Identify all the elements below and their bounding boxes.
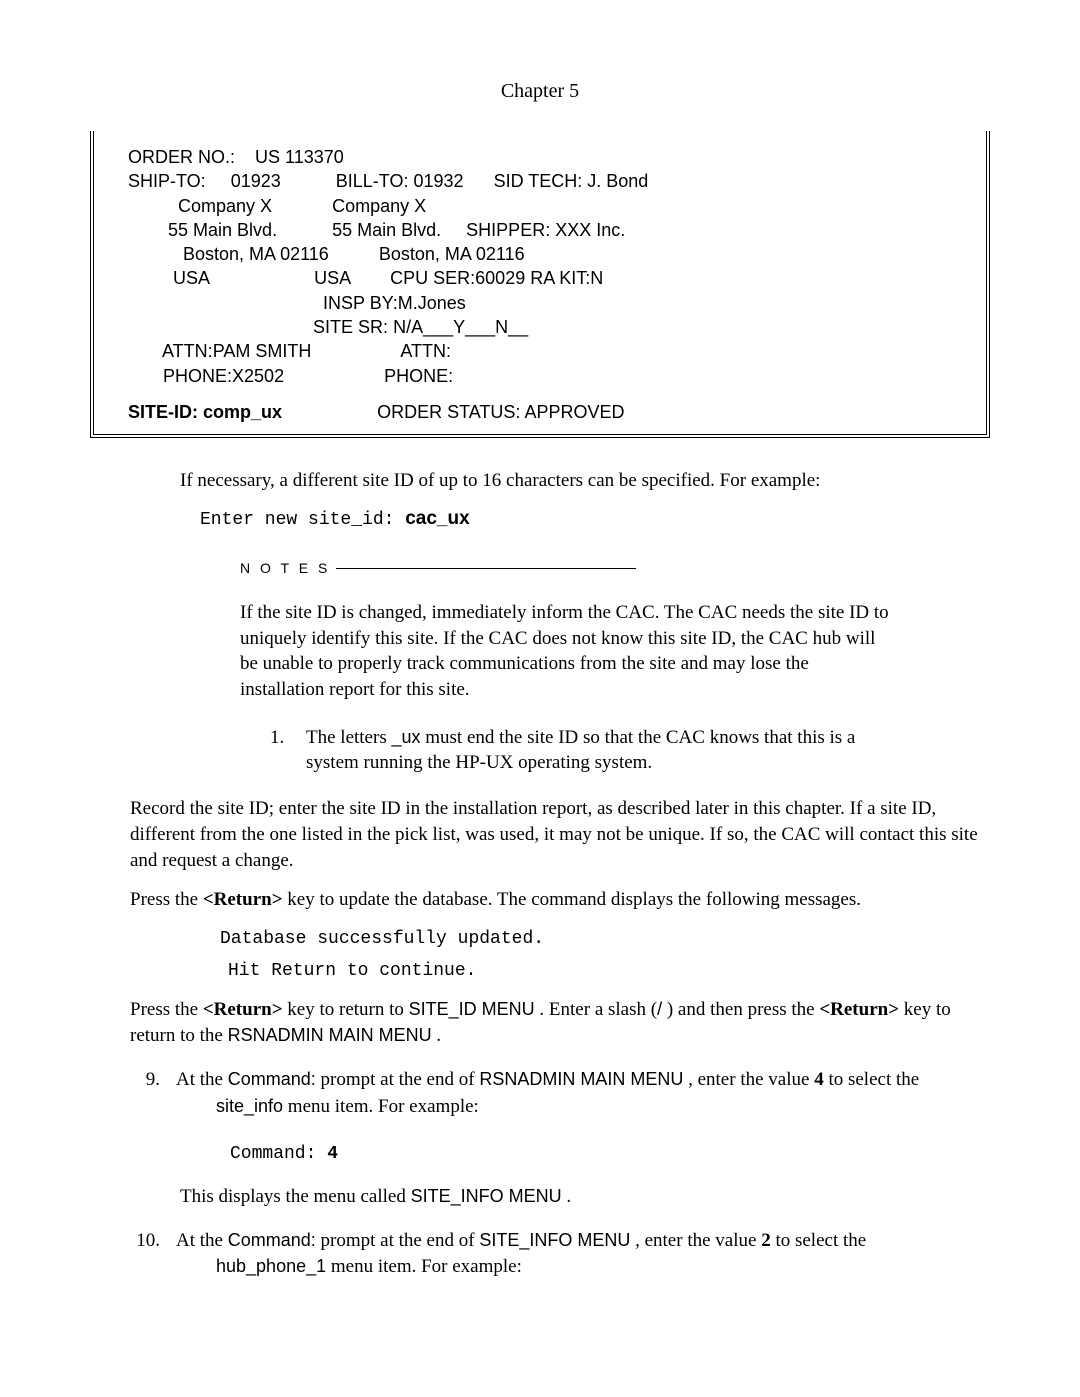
- ship-addr1: 55 Main Blvd.: [168, 220, 277, 240]
- sid-tech-value: J. Bond: [587, 171, 648, 191]
- site-id-value: comp_ux: [203, 402, 282, 422]
- paragraph-record-site-id: Record the site ID; enter the site ID in…: [130, 796, 980, 875]
- ship-attn-value: PAM SMITH: [213, 341, 312, 361]
- terminal-output: ORDER NO.: US 113370 SHIP-TO: 01923 BILL…: [90, 131, 990, 438]
- ship-phone-label: PHONE:: [163, 366, 232, 386]
- bill-addr2: Boston, MA 02116: [379, 244, 525, 264]
- site-sr-label: SITE SR:: [313, 317, 388, 337]
- notes-label: N O T E S: [240, 560, 330, 576]
- insp-by-label: INSP BY:: [323, 293, 398, 313]
- bill-attn-label: ATTN:: [400, 341, 451, 361]
- ship-addr2: Boston, MA 02116: [183, 244, 329, 264]
- site-sr-value: N/A___Y___N__: [393, 317, 528, 337]
- ship-company: Company X: [178, 196, 272, 216]
- ship-attn-label: ATTN:: [162, 341, 213, 361]
- insp-by-value: M.Jones: [398, 293, 466, 313]
- ship-country: USA: [173, 268, 209, 288]
- order-status-label: ORDER STATUS:: [377, 402, 520, 422]
- code-enter-site-id: Enter new site_id: cac_ux: [200, 506, 990, 532]
- ship-to-label: SHIP-TO:: [128, 171, 206, 191]
- bill-to-code: 01932: [414, 171, 464, 191]
- shipper-value: XXX Inc.: [555, 220, 625, 240]
- ra-kit-value: N: [590, 268, 603, 288]
- site-id-label: SITE-ID:: [128, 402, 198, 422]
- paragraph-site-info-menu: This displays the menu called SITE_INFO …: [180, 1184, 980, 1210]
- notes-header: N O T E S: [240, 560, 990, 576]
- bill-company: Company X: [332, 196, 426, 216]
- cpu-ser-value: 60029: [475, 268, 525, 288]
- step-10: 10. At the Command: prompt at the end of…: [90, 1228, 990, 1286]
- code-db-updated: Database successfully updated. Hit Retur…: [220, 929, 990, 981]
- order-no-value: US 113370: [255, 147, 344, 167]
- notes-divider: [336, 568, 636, 569]
- bill-addr1: 55 Main Blvd.: [332, 220, 441, 240]
- ship-to-code: 01923: [231, 171, 281, 191]
- paragraph-return-to-menu: Press the <Return> key to return to SITE…: [130, 997, 980, 1049]
- cpu-ser-label: CPU SER:: [390, 268, 475, 288]
- bill-phone-label: PHONE:: [384, 366, 453, 386]
- sid-tech-label: SID TECH:: [494, 171, 583, 191]
- ship-phone-value: X2502: [232, 366, 284, 386]
- chapter-title: Chapter 5: [90, 80, 990, 103]
- bill-country: USA: [314, 268, 350, 288]
- ra-kit-label: RA KIT:: [530, 268, 590, 288]
- paragraph-press-return-update: Press the <Return> key to update the dat…: [130, 887, 980, 913]
- order-status-value: APPROVED: [524, 402, 624, 422]
- paragraph-site-id-intro: If necessary, a different site ID of up …: [180, 468, 990, 494]
- order-no-label: ORDER NO.:: [128, 147, 235, 167]
- shipper-label: SHIPPER:: [466, 220, 550, 240]
- note-list-item-1: 1. The letters _ux must end the site ID …: [270, 725, 890, 776]
- bill-to-label: BILL-TO:: [336, 171, 409, 191]
- note-main-text: If the site ID is changed, immediately i…: [240, 600, 890, 703]
- step-9: 9. At the Command: prompt at the end of …: [90, 1067, 990, 1125]
- code-command-4: Command: 4: [230, 1144, 990, 1164]
